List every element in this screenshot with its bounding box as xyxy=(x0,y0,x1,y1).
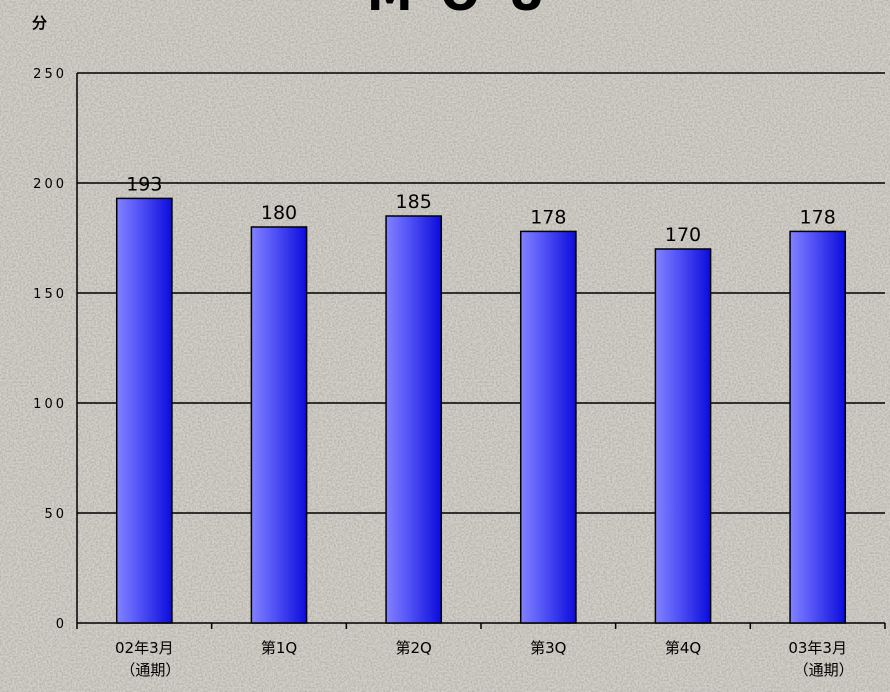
data-label: 178 xyxy=(530,206,566,228)
y-tick-label: 150 xyxy=(33,287,67,302)
x-tick-label-line: 03年3月 xyxy=(788,639,847,657)
x-tick-label: 第1Q xyxy=(261,639,297,657)
x-tick-label-line: 02年3月 xyxy=(115,639,174,657)
data-label: 170 xyxy=(665,224,701,246)
bar xyxy=(385,215,443,624)
bar xyxy=(654,248,712,624)
bar xyxy=(789,230,847,624)
x-tick-label-line: 第4Q xyxy=(665,639,701,657)
y-tick-label: 50 xyxy=(44,507,67,522)
data-label: 180 xyxy=(261,202,297,224)
y-tick-label: 0 xyxy=(56,617,67,632)
x-tick-label: 第3Q xyxy=(530,639,566,657)
y-axis-unit-label: 分 xyxy=(32,14,47,32)
x-tick-label-line: 第1Q xyxy=(261,639,297,657)
x-tick-label: 第4Q xyxy=(665,639,701,657)
y-tick-label: 200 xyxy=(33,177,67,192)
x-tick-label: 02年3月 （通期） xyxy=(115,639,180,679)
data-label: 193 xyxy=(126,173,162,195)
bar xyxy=(115,197,173,624)
chart-title: MOU xyxy=(367,0,573,21)
y-tick-label: 100 xyxy=(33,397,67,412)
x-tick-label-line: （通期） xyxy=(794,661,854,679)
x-tick-label-line: 第3Q xyxy=(530,639,566,657)
data-label: 185 xyxy=(396,191,432,213)
data-label: 178 xyxy=(800,206,836,228)
x-tick-label: 第2Q xyxy=(395,639,431,657)
y-tick-label: 250 xyxy=(33,67,67,82)
bar xyxy=(519,230,577,624)
x-tick-label: 03年3月 （通期） xyxy=(788,639,853,679)
x-tick-label-line: （通期） xyxy=(120,661,180,679)
bar xyxy=(250,226,308,624)
x-tick-label-line: 第2Q xyxy=(395,639,431,657)
